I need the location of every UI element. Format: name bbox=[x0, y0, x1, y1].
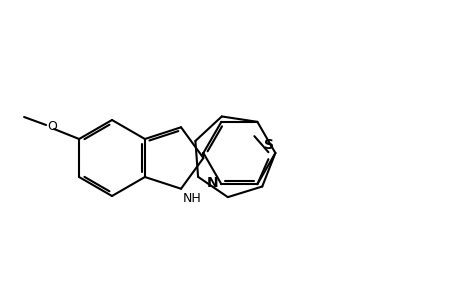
Text: N: N bbox=[206, 176, 218, 190]
Text: NH: NH bbox=[183, 192, 202, 205]
Text: S: S bbox=[264, 138, 274, 152]
Text: O: O bbox=[47, 119, 57, 133]
